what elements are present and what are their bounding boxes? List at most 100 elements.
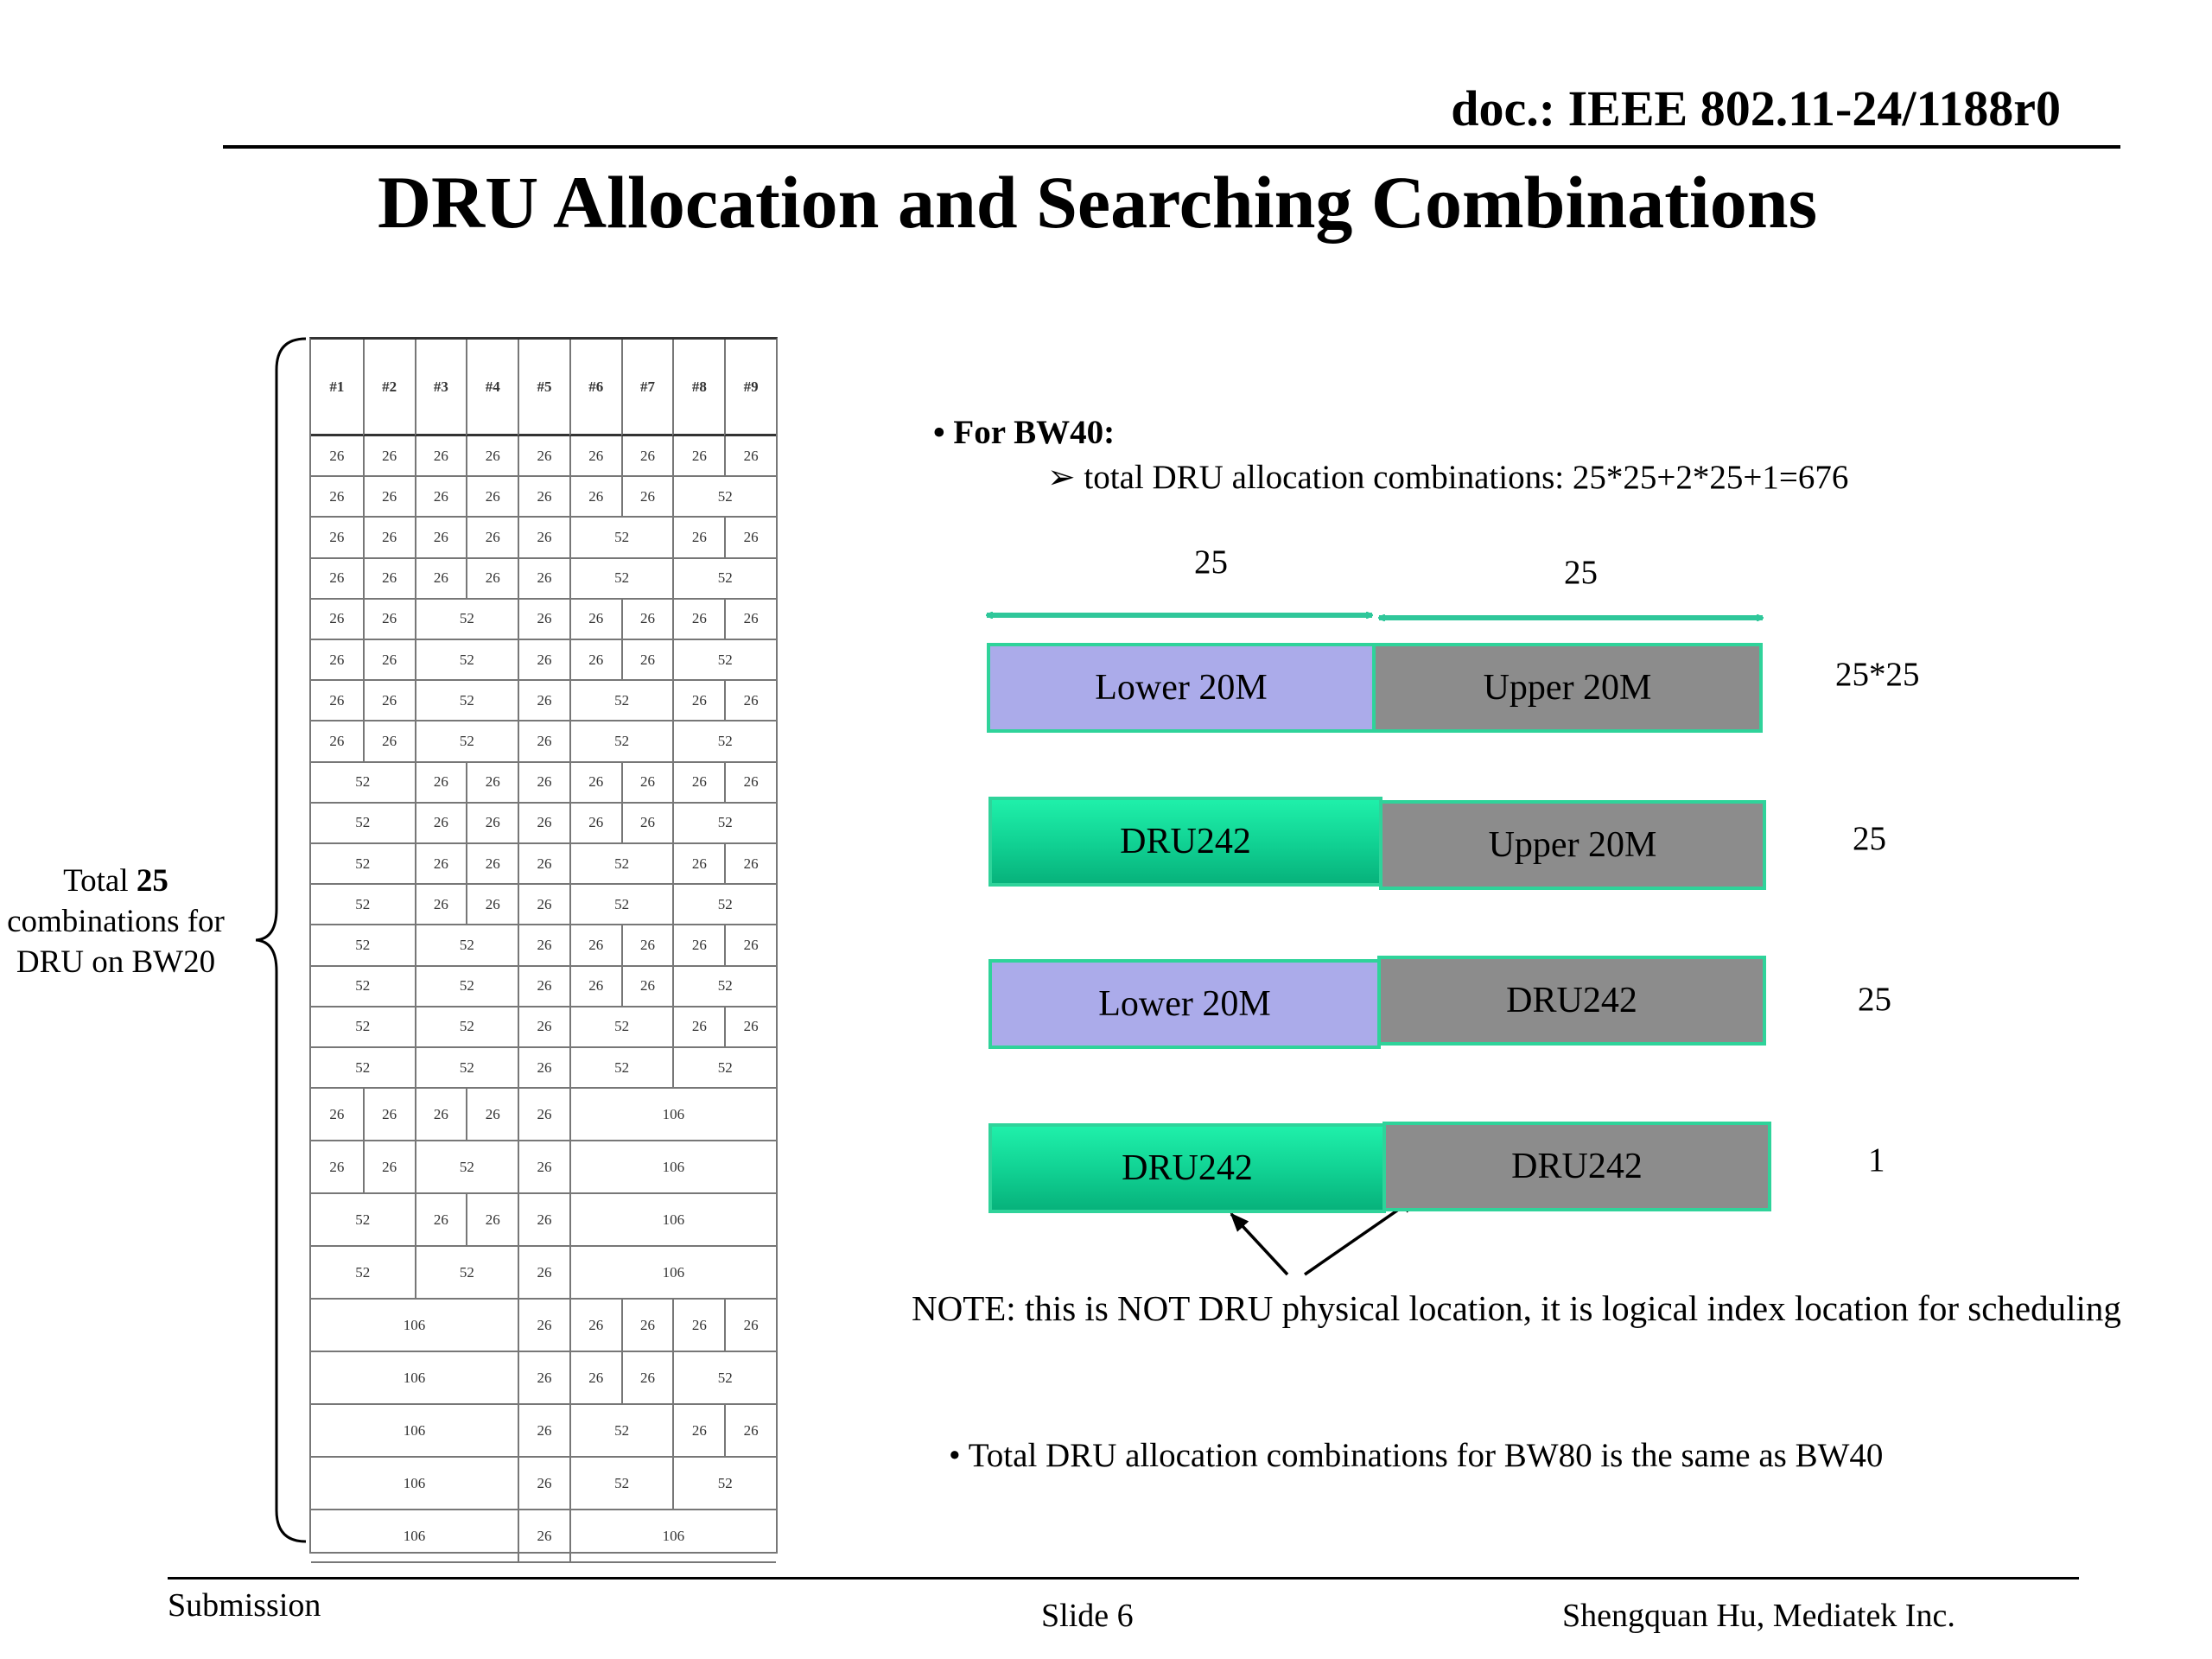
bar-row2-right: Upper 20M: [1379, 800, 1766, 890]
bar-row1-left: Lower 20M: [987, 643, 1376, 733]
table-cell: 26: [466, 1194, 518, 1248]
table-row: 106 26 26 26 52: [311, 1352, 776, 1406]
document-id: doc.: IEEE 802.11-24/1188r0: [1451, 80, 2061, 137]
table-cell: 52: [311, 1247, 415, 1300]
table-cell: 26: [724, 518, 776, 559]
table-cell: 26: [362, 558, 415, 600]
table-cell: 52: [311, 844, 415, 886]
table-cell: 26: [518, 721, 569, 763]
table-cell: 26: [518, 966, 569, 1007]
table-cell: 26: [311, 1141, 363, 1195]
table-cell: 52: [672, 885, 776, 926]
table-cell: 52: [414, 599, 518, 640]
table-cell: 26: [672, 681, 725, 722]
bar-row1-right: Upper 20M: [1372, 643, 1763, 733]
table-cell: 26: [569, 1300, 621, 1353]
footer-submission: Submission: [168, 1587, 321, 1624]
table-cell: 26: [569, 599, 621, 640]
table-cell: 26: [466, 436, 518, 478]
table-row: 106 26 52 26 26: [311, 1405, 776, 1459]
table-cell: 52: [569, 1458, 673, 1511]
table-cell: 26: [414, 436, 467, 478]
table-cell: 52: [311, 1194, 415, 1248]
table-cell: 26: [620, 925, 673, 967]
table-cell: 52: [414, 721, 518, 763]
table-cell: 26: [569, 966, 621, 1007]
table-row: 52 26 26 26 52 26 26: [311, 844, 776, 886]
table-cell: 26: [620, 1352, 673, 1406]
table-cell: 26: [672, 436, 725, 478]
table-cell: 26: [466, 803, 518, 844]
span-right-count: 25: [1564, 554, 1598, 591]
table-row: 52 52 26 26 26 26 26: [311, 925, 776, 967]
table-row: 106 26 106: [311, 1510, 776, 1564]
header-rule: [223, 145, 2120, 149]
table-cell: 52: [569, 518, 673, 559]
table-row: 26 26 52 26 26 26 26 26: [311, 599, 776, 640]
table-cell: 52: [672, 803, 776, 844]
table-cell: 52: [569, 1048, 673, 1090]
table-cell: 26: [518, 1352, 569, 1406]
table-cell: 106: [311, 1510, 518, 1564]
logical-location-note: NOTE: this is NOT DRU physical location,…: [912, 1288, 2121, 1328]
table-cell: 106: [311, 1352, 518, 1406]
table-cell: 26: [362, 1141, 415, 1195]
table-header-cell: #5: [518, 340, 569, 436]
table-row: 52 26 26 26 26 26 26 26: [311, 762, 776, 804]
table-cell: 26: [569, 436, 621, 478]
table-cell: 26: [414, 885, 467, 926]
table-cell: 26: [311, 600, 363, 640]
table-cell: 52: [569, 721, 673, 763]
table-cell: 106: [569, 1510, 776, 1564]
table-cell: 26: [518, 1458, 569, 1511]
table-cell: 26: [414, 844, 467, 886]
table-cell: 26: [518, 1247, 569, 1300]
table-cell: 52: [672, 1048, 776, 1090]
table-cell: 26: [362, 681, 415, 722]
table-cell: 26: [724, 681, 776, 722]
table-row: 26 26 26 26 26 106: [311, 1089, 776, 1142]
dru-combination-table: #1 #2 #3 #4 #5 #6 #7 #8 #9 26 26 26 26 26 26 26 26 26 26 26…: [309, 337, 778, 1564]
table-cell: 26: [518, 844, 569, 886]
row1-count: 25*25: [1835, 656, 1920, 693]
table-row: 26 26 52 26 106: [311, 1141, 776, 1195]
table-cell: 26: [518, 1405, 569, 1459]
table-row: 52 26 26 26 26 26 52: [311, 803, 776, 844]
table-cell: 52: [311, 885, 415, 926]
table-row: 26 26 26 26 26 52 52: [311, 558, 776, 600]
table-row: 26 26 26 26 26 52 26 26: [311, 518, 776, 559]
table-cell: 106: [569, 1089, 776, 1142]
table-cell: 106: [311, 1458, 518, 1511]
table-cell: 26: [620, 762, 673, 804]
slide-title: DRU Allocation and Searching Combination…: [377, 161, 1818, 244]
table-cell: 26: [518, 681, 569, 722]
table-row: 26 26 26 26 26 26 26 26 26: [311, 436, 776, 478]
table-cell: 26: [518, 1510, 569, 1564]
table-cell: 26: [362, 640, 415, 682]
table-cell: 26: [362, 518, 415, 559]
table-cell: 52: [569, 1405, 673, 1459]
table-cell: 52: [569, 844, 673, 886]
table-cell: 52: [672, 721, 776, 763]
table-cell: 106: [311, 1405, 518, 1459]
table-cell: 52: [672, 640, 776, 682]
table-cell: 26: [724, 925, 776, 967]
table-cell: 26: [620, 599, 673, 640]
brace-label: Total 25 combinations for DRU on BW20: [7, 863, 225, 980]
table-cell: 26: [569, 762, 621, 804]
table-cell: 26: [672, 1300, 725, 1353]
table-cell: 26: [569, 640, 621, 682]
table-cell: 26: [414, 558, 467, 600]
table-cell: 26: [569, 1352, 621, 1406]
table-cell: 106: [569, 1141, 776, 1195]
table-cell: 26: [672, 844, 725, 886]
table-cell: 26: [311, 559, 363, 600]
span-left-count: 25: [1194, 543, 1228, 581]
table-cell: 52: [414, 640, 518, 682]
table-header-cell: #2: [362, 340, 415, 436]
table-cell: 26: [518, 1194, 569, 1248]
table-header-cell: #3: [414, 340, 467, 436]
table-cell: 26: [311, 436, 363, 478]
bw40-combination-formula: ➢ total DRU allocation combinations: 25*…: [1047, 459, 1849, 496]
table-cell: 106: [311, 1300, 518, 1353]
